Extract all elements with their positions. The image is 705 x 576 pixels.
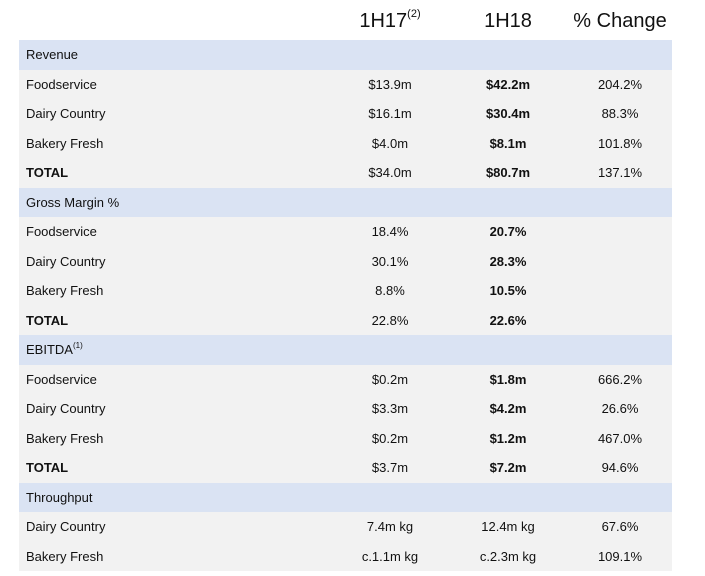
row-label: Bakery Fresh	[26, 135, 104, 151]
table-row: Foodservice 18.4% 20.7%	[19, 217, 672, 247]
value-1h18: $42.2m	[485, 76, 531, 92]
footnote-marker: (2)	[407, 8, 421, 20]
value-1h18: 20.7%	[489, 224, 527, 239]
value-1h17: $34.0m	[368, 165, 412, 180]
results-table: Revenue Foodservice $13.9m $42.2m 204.2% Dair…	[19, 40, 672, 571]
value-change: 88.3%	[601, 106, 639, 121]
value-1h18: 10.5%	[489, 283, 527, 298]
value-change: 109.1%	[597, 548, 643, 564]
section-title-text: Revenue	[26, 47, 79, 62]
total-row: TOTAL $3.7m $7.2m 94.6%	[19, 453, 672, 483]
section-title-text: Gross Margin %	[26, 194, 120, 210]
column-header-1h18: 1H18	[484, 10, 532, 32]
section-title-text: EBITDA	[26, 342, 73, 357]
section-header: Gross Margin %	[19, 187, 672, 218]
value-1h18: 12.4m kg	[481, 519, 535, 534]
table-row: Bakery Fresh 8.8% 10.5%	[19, 276, 672, 306]
value-1h17: $3.7m	[371, 460, 409, 475]
value-1h18: $80.7m	[485, 165, 531, 180]
value-1h17: $4.0m	[371, 135, 409, 151]
value-1h17: $16.1m	[368, 106, 412, 121]
value-1h17: $13.9m	[368, 76, 412, 92]
value-1h17: $3.3m	[371, 401, 409, 416]
row-label: TOTAL	[26, 312, 69, 328]
row-label: TOTAL	[26, 460, 69, 475]
section-title: Throughput	[26, 483, 93, 513]
value-change: 204.2%	[597, 76, 643, 92]
row-label: Bakery Fresh	[26, 430, 104, 446]
column-header-1h17: 1H17(2)	[340, 8, 440, 33]
value-change: 94.6%	[601, 460, 639, 475]
section-header: Throughput	[19, 482, 672, 513]
column-header-row: 1H17(2) 1H18 % Change	[0, 8, 705, 42]
value-1h17: c.1.1m kg	[361, 548, 419, 564]
row-label: Bakery Fresh	[26, 283, 104, 298]
value-change: 666.2%	[597, 371, 643, 387]
value-1h18: $1.2m	[489, 430, 527, 446]
total-row: TOTAL 22.8% 22.6%	[19, 305, 672, 335]
section-header: EBITDA(1)	[19, 335, 672, 365]
table-row: Dairy Country $16.1m $30.4m 88.3%	[19, 99, 672, 129]
value-change: 26.6%	[601, 401, 639, 416]
section-header: Revenue	[19, 40, 672, 70]
row-label: Foodservice	[26, 76, 97, 92]
section-title: Gross Margin %	[26, 188, 119, 218]
value-1h17: $0.2m	[371, 371, 409, 387]
table-row: Foodservice $0.2m $1.8m 666.2%	[19, 364, 672, 394]
value-1h18: $30.4m	[485, 106, 531, 121]
row-label: Dairy Country	[26, 106, 106, 121]
row-label: Bakery Fresh	[26, 548, 104, 564]
value-change: 67.6%	[601, 519, 639, 534]
total-row: TOTAL $34.0m $80.7m 137.1%	[19, 158, 672, 188]
value-1h18: c.2.3m kg	[479, 548, 537, 564]
value-change: 467.0%	[597, 430, 643, 446]
row-label: Dairy Country	[26, 401, 106, 416]
value-1h18: $4.2m	[489, 401, 527, 416]
row-label: Foodservice	[26, 371, 97, 387]
value-1h18: $1.8m	[489, 371, 527, 387]
column-header-1h17-text: 1H17	[359, 10, 408, 32]
table-row: Bakery Fresh c.1.1m kg c.2.3m kg 109.1%	[19, 541, 672, 571]
section-title-text: Throughput	[26, 489, 93, 505]
table-row: Bakery Fresh $4.0m $8.1m 101.8%	[19, 128, 672, 158]
value-1h17: 30.1%	[371, 253, 409, 269]
table-row: Dairy Country $3.3m $4.2m 26.6%	[19, 394, 672, 424]
value-1h17: 7.4m kg	[366, 519, 414, 534]
value-1h17: 8.8%	[375, 283, 405, 298]
value-1h18: $7.2m	[489, 460, 527, 475]
table-row: Bakery Fresh $0.2m $1.2m 467.0%	[19, 423, 672, 453]
value-1h17: $0.2m	[371, 430, 409, 446]
row-label: TOTAL	[26, 165, 69, 180]
section-title: EBITDA(1)	[26, 335, 83, 365]
table-row: Foodservice $13.9m $42.2m 204.2%	[19, 69, 672, 99]
row-label: Dairy Country	[26, 519, 106, 534]
row-label: Foodservice	[26, 224, 97, 239]
value-1h18: 28.3%	[489, 253, 527, 269]
value-1h18: $8.1m	[489, 135, 527, 151]
value-change: 101.8%	[597, 135, 643, 151]
value-1h17: 22.8%	[371, 312, 409, 328]
value-1h17: 18.4%	[371, 224, 409, 239]
table-row: Dairy Country 7.4m kg 12.4m kg 67.6%	[19, 512, 672, 542]
section-title: Revenue	[26, 40, 78, 70]
footnote-marker: (1)	[72, 341, 83, 350]
row-label: Dairy Country	[26, 253, 106, 269]
table-row: Dairy Country 30.1% 28.3%	[19, 246, 672, 276]
column-header-change: % Change	[573, 10, 667, 32]
value-1h18: 22.6%	[489, 312, 527, 328]
value-change: 137.1%	[597, 165, 643, 180]
